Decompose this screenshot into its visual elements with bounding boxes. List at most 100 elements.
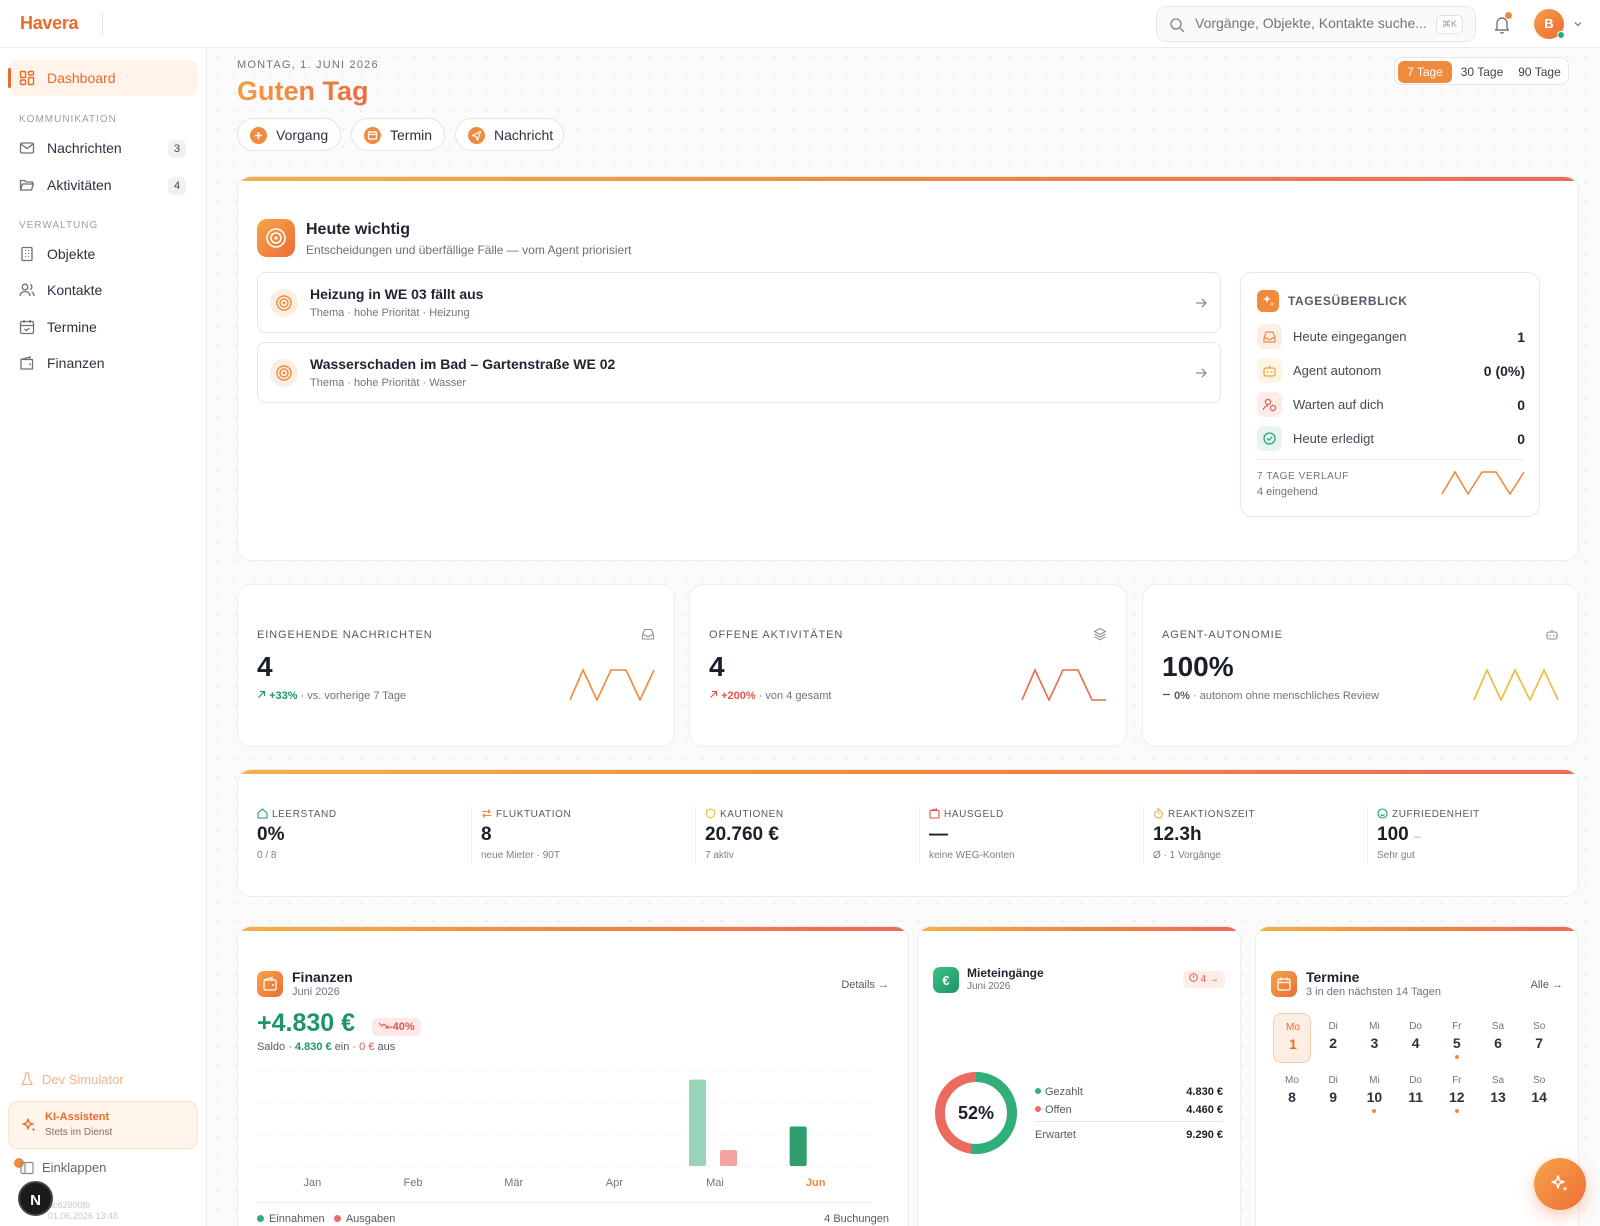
logo-divider — [102, 12, 103, 36]
weekday-label: Mi — [1369, 1075, 1380, 1086]
dev-simulator-link[interactable]: Dev Simulator — [20, 1072, 124, 1087]
card-subtitle: 3 in den nächsten 14 Tagen — [1306, 986, 1441, 998]
mail-icon — [19, 142, 35, 154]
event-dot — [1454, 1109, 1459, 1113]
sidebar-item-finances[interactable]: Finanzen — [8, 345, 198, 381]
calendar-day[interactable]: Do 11 — [1397, 1067, 1435, 1117]
rent-row-open: Offen 4.460 € — [1035, 1104, 1223, 1116]
wallet-icon — [257, 971, 283, 997]
new-appointment-button[interactable]: Termin — [351, 118, 445, 151]
x-tick-label: Jun — [806, 1177, 826, 1189]
weekday-label: Sa — [1491, 1021, 1505, 1032]
stat-response-time[interactable]: REAKTIONSZEIT 12.3h Ø · 1 Vorgänge — [1153, 808, 1256, 861]
calendar-day[interactable]: Fr 12 — [1438, 1067, 1476, 1117]
stat-vacancy[interactable]: LEERSTAND 0% 0 / 8 — [257, 808, 337, 861]
trend-down-icon — [378, 1022, 389, 1029]
sidebar: Dashboard KOMMUNIKATION Nachrichten 3 Ak… — [0, 48, 207, 1226]
sidebar-item-label: Nachrichten — [47, 140, 122, 156]
sidebar-item-appointments[interactable]: Termine — [8, 309, 198, 345]
day-number: 14 — [1531, 1089, 1547, 1105]
building-icon — [21, 246, 33, 262]
priority-task-item[interactable]: Heizung in WE 03 fällt aus Thema · hohe … — [257, 272, 1221, 333]
search-box[interactable]: ⌘K — [1156, 6, 1476, 42]
appointments-all-link[interactable]: Alle → — [1530, 979, 1563, 991]
notification-dot — [1505, 12, 1512, 19]
day-number: 12 — [1449, 1089, 1465, 1105]
finances-bar-chart: Jan Feb Mär Apr Mai Jun — [257, 1069, 871, 1189]
search-input[interactable] — [1195, 15, 1431, 31]
top-bar: Havera ⌘K B — [0, 0, 1600, 48]
calendar-day[interactable]: Di 9 — [1314, 1067, 1352, 1117]
overdue-alert-badge[interactable]: 4 → — [1182, 971, 1225, 988]
card-subtitle: Juni 2026 — [967, 981, 1011, 992]
kpi-label: EINGEHENDE NACHRICHTEN — [257, 629, 433, 641]
stat-deposits[interactable]: KAUTIONEN 20.760 € 7 aktiv — [705, 808, 784, 861]
layers-icon — [1093, 627, 1107, 641]
x-tick-label: Feb — [404, 1177, 423, 1189]
stat-turnover[interactable]: FLUKTUATION 8 neue Mieter · 90T — [481, 809, 572, 861]
greeting-title: Guten Tag — [237, 76, 369, 106]
weekday-label: So — [1533, 1021, 1546, 1032]
dashboard-icon — [19, 70, 35, 86]
calendar-day[interactable]: Do 4 — [1397, 1013, 1435, 1063]
bar-ausgaben-Mai[interactable] — [720, 1150, 737, 1166]
weekday-label: Di — [1328, 1075, 1338, 1086]
range-90-days[interactable]: 90 Tage — [1518, 65, 1561, 79]
range-7-days[interactable]: 7 Tage — [1398, 61, 1452, 83]
finances-details-link[interactable]: Details → — [841, 979, 889, 991]
calendar-day[interactable]: Fr 5 — [1438, 1013, 1476, 1063]
collapse-sidebar-button[interactable]: Einklappen — [20, 1160, 106, 1175]
divider — [1143, 806, 1144, 864]
event-dot — [1454, 1055, 1459, 1059]
new-case-button[interactable]: Vorgang — [237, 118, 341, 151]
new-message-button[interactable]: Nachricht — [455, 118, 564, 151]
app-logo[interactable]: Havera — [20, 13, 79, 33]
stat-satisfaction[interactable]: ZUFRIEDENHEIT 100 – Sehr gut — [1377, 808, 1480, 861]
calendar-day[interactable]: So 7 — [1520, 1013, 1558, 1063]
kpi-card-agent-autonomy[interactable]: AGENT-AUTONOMIE 100% 0% · autonom ohne m… — [1142, 584, 1579, 747]
balance-value: +4.830 € — [257, 1009, 356, 1037]
kpi-card-incoming-messages[interactable]: EINGEHENDE NACHRICHTEN 4 +33% · vs. vorh… — [237, 584, 675, 747]
ai-assistant-fab[interactable] — [1534, 1158, 1586, 1210]
rent-donut-chart: 52% — [935, 1072, 1017, 1154]
sidebar-item-dashboard[interactable]: Dashboard — [8, 60, 198, 96]
chevron-down-icon[interactable] — [1572, 18, 1584, 30]
weekday-label: So — [1533, 1075, 1546, 1086]
stat-hoa-fee[interactable]: HAUSGELD — keine WEG-Konten — [929, 808, 1015, 861]
calendar-day[interactable]: Di 2 — [1314, 1013, 1352, 1063]
calendar-icon — [1271, 971, 1297, 997]
kpi-card-open-activities[interactable]: OFFENE AKTIVITÄTEN 4 +200% · von 4 gesam… — [689, 584, 1127, 747]
stopwatch-icon — [1154, 808, 1163, 819]
user-clock-icon — [1257, 392, 1282, 417]
range-30-days[interactable]: 30 Tage — [1460, 65, 1504, 79]
folder-open-icon — [19, 179, 35, 191]
calendar-day[interactable]: Mo 1 — [1273, 1013, 1311, 1063]
divider — [695, 806, 696, 864]
calendar-day[interactable]: Sa 13 — [1479, 1067, 1517, 1117]
framework-badge-button[interactable]: N — [18, 1181, 53, 1216]
sidebar-item-contacts[interactable]: Kontakte — [8, 272, 198, 308]
user-avatar[interactable]: B — [1534, 9, 1565, 39]
calendar-day[interactable]: Mi 10 — [1355, 1067, 1393, 1117]
sidebar-item-activities[interactable]: Aktivitäten 4 — [8, 167, 198, 203]
bell-icon — [1494, 17, 1510, 34]
divider — [257, 1202, 871, 1203]
ai-assistant-card[interactable]: KI-Assistent Stets im Dienst — [8, 1101, 198, 1149]
chart-legend: Einnahmen Ausgaben — [257, 1213, 395, 1225]
x-tick-label: Mai — [706, 1177, 724, 1189]
bar-einnahmen-Mai[interactable] — [689, 1079, 706, 1166]
kpi-delta: 0% · autonom ohne menschliches Review — [1163, 690, 1379, 702]
balance-summary: Saldo · 4.830 € ein · 0 € aus — [257, 1041, 396, 1053]
calendar-day[interactable]: Sa 6 — [1479, 1013, 1517, 1063]
trend-sub: 4 eingehend — [1257, 486, 1318, 498]
sidebar-item-objects[interactable]: Objekte — [8, 236, 198, 272]
notifications-button[interactable] — [1490, 12, 1514, 36]
calendar-day[interactable]: So 14 — [1520, 1067, 1558, 1117]
day-number: 4 — [1411, 1035, 1420, 1051]
priority-task-item[interactable]: Wasserschaden im Bad – Gartenstraße WE 0… — [257, 342, 1221, 403]
sidebar-item-messages[interactable]: Nachrichten 3 — [8, 130, 198, 166]
calendar-day[interactable]: Mi 3 — [1355, 1013, 1393, 1063]
arrow-right-icon — [1196, 298, 1207, 308]
calendar-day[interactable]: Mo 8 — [1273, 1067, 1311, 1117]
bar-einnahmen-Jun[interactable] — [789, 1126, 807, 1166]
